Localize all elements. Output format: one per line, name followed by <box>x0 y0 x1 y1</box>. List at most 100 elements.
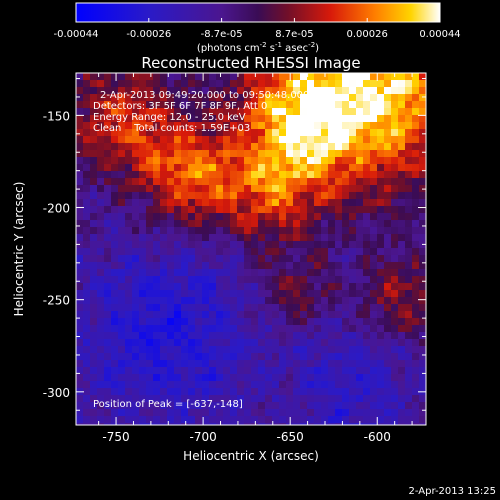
heatmap-cell <box>286 318 294 326</box>
heatmap-cell <box>391 241 399 249</box>
heatmap-cell <box>167 185 175 193</box>
heatmap-cell <box>272 101 280 109</box>
heatmap-cell <box>307 206 315 214</box>
heatmap-cell <box>202 269 210 277</box>
heatmap-cell <box>237 339 245 347</box>
heatmap-cell <box>209 318 217 326</box>
heatmap-cell <box>251 304 259 312</box>
heatmap-cell <box>188 122 196 130</box>
heatmap-cell <box>181 80 189 88</box>
heatmap-cell <box>265 199 273 207</box>
heatmap-cell <box>139 367 147 375</box>
heatmap-cell <box>209 87 217 95</box>
heatmap-cell <box>76 381 84 389</box>
heatmap-cell <box>279 262 287 270</box>
heatmap-cell <box>314 227 322 235</box>
heatmap-cell <box>370 409 378 417</box>
heatmap-cell <box>279 164 287 172</box>
heatmap-cell <box>83 346 91 354</box>
heatmap-cell <box>230 297 238 305</box>
heatmap-cell <box>111 80 119 88</box>
heatmap-cell <box>195 206 203 214</box>
heatmap-cell <box>279 311 287 319</box>
heatmap-cell <box>251 157 259 165</box>
heatmap-cell <box>167 388 175 396</box>
heatmap-cell <box>160 381 168 389</box>
heatmap-cell <box>265 185 273 193</box>
heatmap-cell <box>377 381 385 389</box>
heatmap-cell <box>223 353 231 361</box>
heatmap-cell <box>363 164 371 172</box>
heatmap-cell <box>293 108 301 116</box>
heatmap-cell <box>125 416 133 424</box>
heatmap-cell <box>356 143 364 151</box>
heatmap-cell <box>181 227 189 235</box>
heatmap-cell <box>209 157 217 165</box>
heatmap-cell <box>419 318 426 326</box>
heatmap-cell <box>153 101 161 109</box>
heatmap-cell <box>237 416 245 424</box>
heatmap-cell <box>300 192 308 200</box>
heatmap-cell <box>195 80 203 88</box>
heatmap-cell <box>293 332 301 340</box>
heatmap-cell <box>356 108 364 116</box>
heatmap-cell <box>104 248 112 256</box>
heatmap-cell <box>384 318 392 326</box>
heatmap-cell <box>76 339 84 347</box>
heatmap-cell <box>405 423 413 425</box>
heatmap-cell <box>244 311 252 319</box>
heatmap-cell <box>209 213 217 221</box>
heatmap-cell <box>209 108 217 116</box>
heatmap-cell <box>97 346 105 354</box>
heatmap-cell <box>244 185 252 193</box>
heatmap-cell <box>293 101 301 109</box>
heatmap-cell <box>223 290 231 298</box>
heatmap-cell <box>398 171 406 179</box>
heatmap-cell <box>363 157 371 165</box>
heatmap-cell <box>307 129 315 137</box>
heatmap-cell <box>328 304 336 312</box>
heatmap-cell <box>181 318 189 326</box>
heatmap-cell <box>412 115 420 123</box>
heatmap-cell <box>223 164 231 172</box>
heatmap-cell <box>153 122 161 130</box>
heatmap-cell <box>377 199 385 207</box>
heatmap-cell <box>384 248 392 256</box>
heatmap-cell <box>174 423 182 425</box>
heatmap-cell <box>258 353 266 361</box>
heatmap-cell <box>118 262 126 270</box>
heatmap-cell <box>265 283 273 291</box>
heatmap-cell <box>125 87 133 95</box>
heatmap-cell <box>237 115 245 123</box>
heatmap-cell <box>202 122 210 130</box>
heatmap-cell <box>328 157 336 165</box>
heatmap-cell <box>97 136 105 144</box>
heatmap-cell <box>167 94 175 102</box>
heatmap-cell <box>265 157 273 165</box>
heatmap-cell <box>391 367 399 375</box>
heatmap-cell <box>223 213 231 221</box>
heatmap-cell <box>132 136 140 144</box>
heatmap-cell <box>83 269 91 277</box>
heatmap-cell <box>174 241 182 249</box>
heatmap-cell <box>251 374 259 382</box>
heatmap-cell <box>293 269 301 277</box>
heatmap-cell <box>391 388 399 396</box>
heatmap-cell <box>391 255 399 263</box>
heatmap-cell <box>104 234 112 242</box>
heatmap-cell <box>293 185 301 193</box>
heatmap-cell <box>279 199 287 207</box>
heatmap-cell <box>216 325 224 333</box>
heatmap-cell <box>321 80 329 88</box>
heatmap-cell <box>188 213 196 221</box>
heatmap-cell <box>153 80 161 88</box>
heatmap-cell <box>391 311 399 319</box>
heatmap-cell <box>83 73 91 81</box>
heatmap-cell <box>419 157 426 165</box>
heatmap-cell <box>104 122 112 130</box>
heatmap-cell <box>391 353 399 361</box>
heatmap-cell <box>307 171 315 179</box>
heatmap-cell <box>391 227 399 235</box>
heatmap-cell <box>237 220 245 228</box>
heatmap-cell <box>363 73 371 81</box>
